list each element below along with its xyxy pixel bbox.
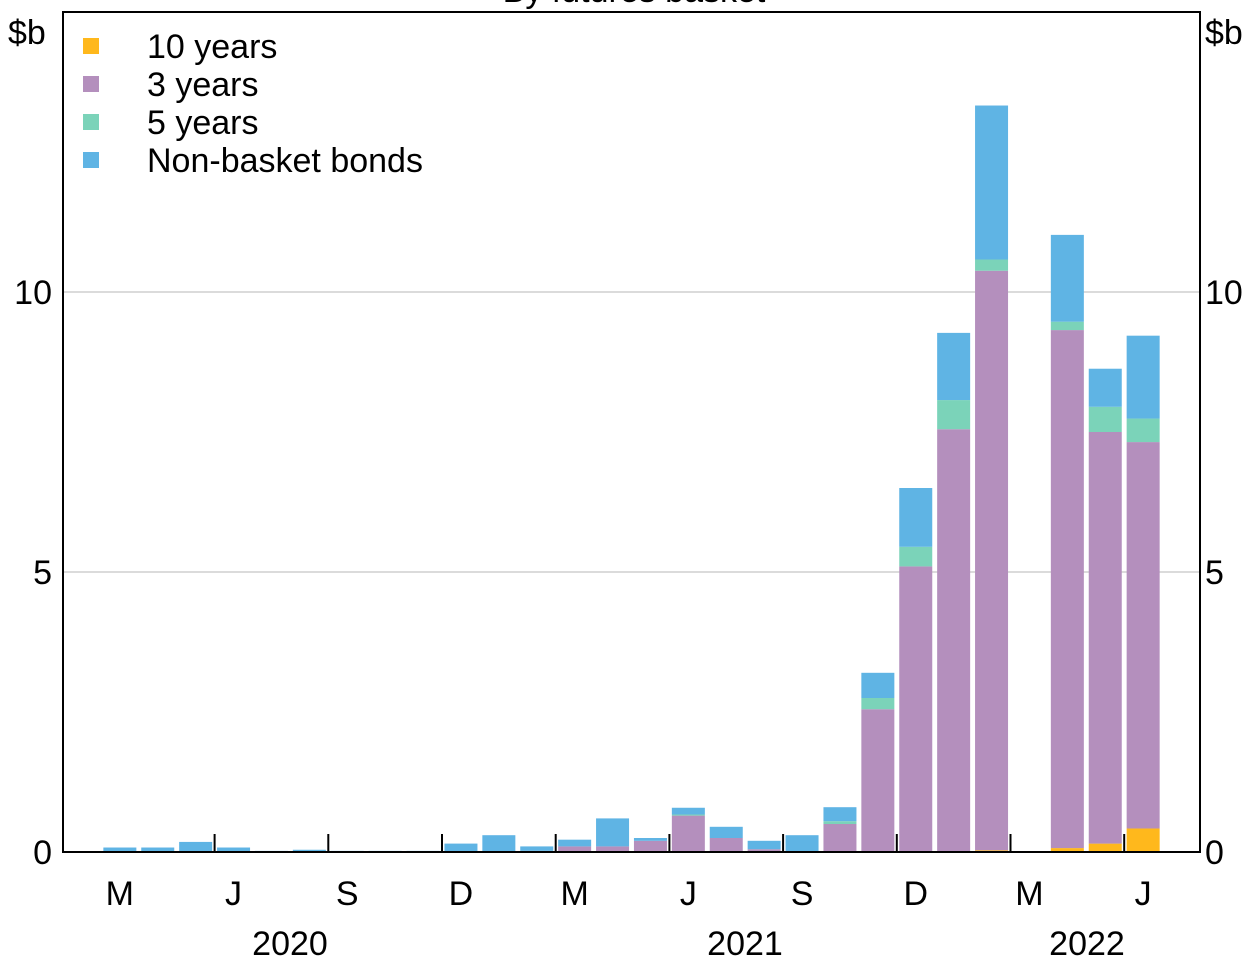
bar-non-basket-bonds-2021-10 — [785, 835, 819, 852]
y-tick-label-right: 10 — [1205, 274, 1243, 312]
bar-3-years-2021-11 — [823, 824, 857, 852]
bar-3-years-2021-06 — [633, 840, 667, 852]
bar-non-basket-bonds-2022-01 — [899, 488, 933, 547]
y-tick-label-left: 10 — [14, 274, 52, 312]
legend-label: 5 years — [147, 104, 259, 142]
bar-non-basket-bonds-2020-07 — [217, 847, 251, 852]
bar-5-years-2021-11 — [823, 821, 857, 824]
y-unit-left: $b — [8, 14, 46, 52]
bar-3-years-2021-12 — [861, 709, 895, 852]
legend-swatch — [83, 114, 99, 130]
bar-5-years-2021-07 — [671, 814, 705, 816]
legend-swatch — [83, 38, 99, 54]
bar-non-basket-bonds-2021-12 — [861, 672, 895, 698]
bar-non-basket-bonds-2022-05 — [1050, 234, 1084, 322]
bar-3-years-2022-06 — [1088, 432, 1122, 844]
bar-3-years-2022-07 — [1126, 442, 1160, 829]
bar-5-years-2022-02 — [937, 400, 971, 430]
bar-3-years-2021-09 — [747, 849, 781, 852]
chart-title: By futures basket — [503, 0, 766, 10]
bar-non-basket-bonds-2021-07 — [671, 807, 705, 815]
bar-non-basket-bonds-2020-09 — [292, 849, 326, 852]
x-month-label: J — [225, 875, 242, 913]
bar-3-years-2021-05 — [596, 846, 630, 852]
bar-3-years-2022-01 — [899, 566, 933, 852]
bar-non-basket-bonds-2021-11 — [823, 807, 857, 822]
bar-non-basket-bonds-2020-06 — [179, 841, 213, 852]
bar-non-basket-bonds-2021-05 — [596, 818, 630, 847]
bar-non-basket-bonds-2020-05 — [141, 847, 175, 852]
bar-non-basket-bonds-2021-02 — [482, 835, 516, 852]
bar-non-basket-bonds-2022-02 — [937, 332, 971, 401]
bar-3-years-2021-08 — [709, 838, 743, 852]
bar-3-years-2021-04 — [558, 846, 592, 852]
bar-3-years-2022-02 — [937, 429, 971, 852]
bar-non-basket-bonds-2021-09 — [747, 840, 781, 850]
legend-label: Non-basket bonds — [147, 142, 423, 180]
bar-non-basket-bonds-2022-03 — [975, 105, 1009, 260]
legend-swatch — [83, 152, 99, 168]
bar-5-years-2022-06 — [1088, 406, 1122, 432]
axes: 0 0 5 5 10 10 M J S D M J S D M J 2020 2021 2022 — [14, 274, 1243, 960]
bar-5-years-2022-05 — [1050, 321, 1084, 331]
bar-non-basket-bonds-2021-04 — [558, 839, 592, 847]
bar-non-basket-bonds-2021-06 — [633, 838, 667, 841]
y-tick-label-left: 0 — [33, 834, 52, 872]
bar-5-years-2021-12 — [861, 698, 895, 710]
bar-non-basket-bonds-2021-01 — [444, 843, 478, 852]
x-year-label: 2022 — [1049, 925, 1125, 960]
bar-non-basket-bonds-2022-06 — [1088, 368, 1122, 407]
bar-5-years-2022-03 — [975, 259, 1009, 271]
x-year-label: 2020 — [252, 925, 328, 960]
bar-5-years-2022-07 — [1126, 418, 1160, 443]
legend-label: 10 years — [147, 28, 277, 66]
x-month-label: D — [449, 875, 474, 913]
y-unit-right: $b — [1205, 14, 1243, 52]
x-month-label: M — [106, 875, 134, 913]
bar-10-years-2022-06 — [1088, 843, 1122, 852]
bars — [103, 105, 1160, 852]
x-year-label: 2021 — [707, 925, 783, 960]
y-tick-label-left: 5 — [33, 554, 52, 592]
bar-non-basket-bonds-2022-07 — [1126, 335, 1160, 419]
plot-frame — [62, 11, 1201, 853]
bar-10-years-2022-07 — [1126, 828, 1160, 852]
y-tick-label-right: 0 — [1205, 834, 1224, 872]
bar-non-basket-bonds-2020-04 — [103, 847, 137, 852]
bar-3-years-2021-07 — [671, 815, 705, 852]
bar-non-basket-bonds-2021-03 — [520, 846, 554, 851]
x-month-label: M — [560, 875, 588, 913]
legend-swatch — [83, 76, 99, 92]
x-month-label: J — [680, 875, 697, 913]
x-month-label: D — [903, 875, 928, 913]
x-month-label: J — [1135, 875, 1152, 913]
bar-3-years-2022-05 — [1050, 330, 1084, 849]
bar-10-years-2022-05 — [1050, 848, 1084, 852]
x-month-label: M — [1015, 875, 1043, 913]
bar-5-years-2022-01 — [899, 546, 933, 567]
bar-3-years-2022-03 — [975, 270, 1009, 851]
bar-non-basket-bonds-2021-08 — [709, 826, 743, 838]
x-month-label: S — [336, 875, 359, 913]
gridlines — [63, 291, 1200, 573]
legend-label: 3 years — [147, 66, 259, 104]
y-tick-label-right: 5 — [1205, 554, 1224, 592]
x-month-label: S — [791, 875, 814, 913]
